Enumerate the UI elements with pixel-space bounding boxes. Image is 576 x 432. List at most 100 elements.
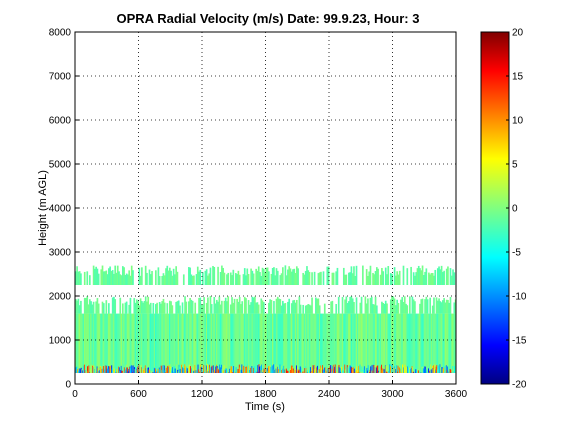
velocity-cell [410, 369, 412, 373]
velocity-cell [335, 271, 338, 285]
velocity-cell [369, 265, 372, 285]
velocity-cell [226, 301, 228, 314]
velocity-cell [142, 302, 144, 314]
velocity-cell [228, 371, 229, 373]
velocity-cell [87, 304, 90, 314]
velocity-cell [149, 313, 152, 373]
velocity-cell [426, 313, 429, 373]
velocity-cell [185, 313, 188, 373]
velocity-cell [182, 367, 184, 373]
velocity-cell [96, 313, 99, 373]
velocity-cell [196, 369, 198, 373]
velocity-cell [378, 371, 380, 373]
velocity-cell [270, 299, 273, 314]
velocity-cell [363, 366, 365, 373]
velocity-cell [297, 370, 299, 373]
velocity-cell [354, 372, 356, 373]
velocity-cell [248, 313, 251, 373]
velocity-cell [318, 369, 320, 373]
velocity-cell [322, 271, 325, 285]
velocity-cell [284, 303, 287, 314]
velocity-cell [323, 313, 326, 373]
velocity-cell [128, 270, 131, 285]
velocity-cell [205, 365, 207, 373]
velocity-cell [364, 369, 366, 373]
velocity-cell [329, 366, 331, 373]
velocity-cell [225, 368, 227, 373]
velocity-cell [373, 313, 376, 373]
velocity-cell [319, 372, 321, 373]
velocity-cell [317, 273, 320, 285]
velocity-cell [287, 269, 289, 285]
x-tick-label: 2400 [318, 389, 341, 400]
velocity-cell [317, 298, 320, 314]
velocity-cell [396, 313, 398, 373]
velocity-cell [424, 271, 426, 285]
velocity-cell [181, 367, 183, 373]
velocity-cell [348, 272, 350, 285]
velocity-cell [440, 313, 443, 373]
velocity-cell [447, 266, 449, 285]
velocity-cell [417, 265, 420, 285]
velocity-cell [320, 313, 322, 373]
velocity-cell [90, 301, 92, 314]
velocity-cell [293, 268, 296, 285]
velocity-cell [209, 296, 212, 314]
velocity-cell [191, 313, 194, 373]
velocity-cell [239, 367, 241, 373]
velocity-cell [116, 369, 118, 373]
velocity-cell [367, 275, 369, 285]
velocity-cell [443, 313, 445, 373]
velocity-cell [405, 313, 407, 373]
y-tick-label: 4000 [49, 204, 72, 215]
velocity-cell [262, 365, 264, 373]
velocity-cell [259, 366, 261, 373]
velocity-cell [115, 272, 118, 285]
velocity-cell [246, 366, 248, 373]
velocity-cell [151, 371, 153, 373]
y-tick-label: 0 [65, 380, 71, 391]
velocity-cell [445, 372, 447, 373]
velocity-cell [375, 365, 377, 373]
velocity-cell [84, 370, 86, 373]
velocity-cell [272, 370, 274, 373]
velocity-cell [153, 372, 155, 373]
velocity-cell [279, 275, 282, 285]
velocity-cell [398, 369, 400, 373]
velocity-cell [280, 305, 283, 314]
velocity-cell [237, 301, 240, 314]
velocity-cell [273, 364, 275, 373]
velocity-cell [210, 304, 213, 314]
velocity-cell [174, 368, 176, 373]
velocity-cell [156, 313, 158, 373]
velocity-cell [453, 272, 456, 285]
velocity-cell [176, 271, 179, 285]
velocity-cell [261, 313, 264, 373]
velocity-cell [198, 369, 200, 373]
velocity-cell [279, 299, 282, 314]
velocity-cell [115, 371, 117, 373]
velocity-cell [77, 313, 80, 373]
velocity-cell [88, 299, 91, 314]
velocity-cell [202, 371, 204, 373]
velocity-cell [141, 301, 143, 314]
velocity-cell [359, 313, 362, 373]
velocity-cell [438, 266, 440, 285]
velocity-cell [218, 296, 221, 314]
velocity-cell [245, 275, 247, 285]
velocity-cell [125, 313, 128, 373]
velocity-cell [143, 313, 146, 373]
velocity-cell [302, 371, 304, 373]
velocity-cell [210, 313, 213, 373]
velocity-cell [168, 365, 170, 373]
velocity-cell [388, 371, 390, 373]
velocity-cell [133, 313, 136, 373]
velocity-cell [341, 370, 343, 373]
velocity-cell [241, 313, 244, 373]
velocity-cell [386, 313, 388, 373]
velocity-cell [111, 313, 114, 373]
velocity-cell [147, 296, 150, 314]
velocity-cell [339, 313, 341, 373]
velocity-cell [313, 313, 316, 373]
velocity-cell [216, 365, 218, 373]
